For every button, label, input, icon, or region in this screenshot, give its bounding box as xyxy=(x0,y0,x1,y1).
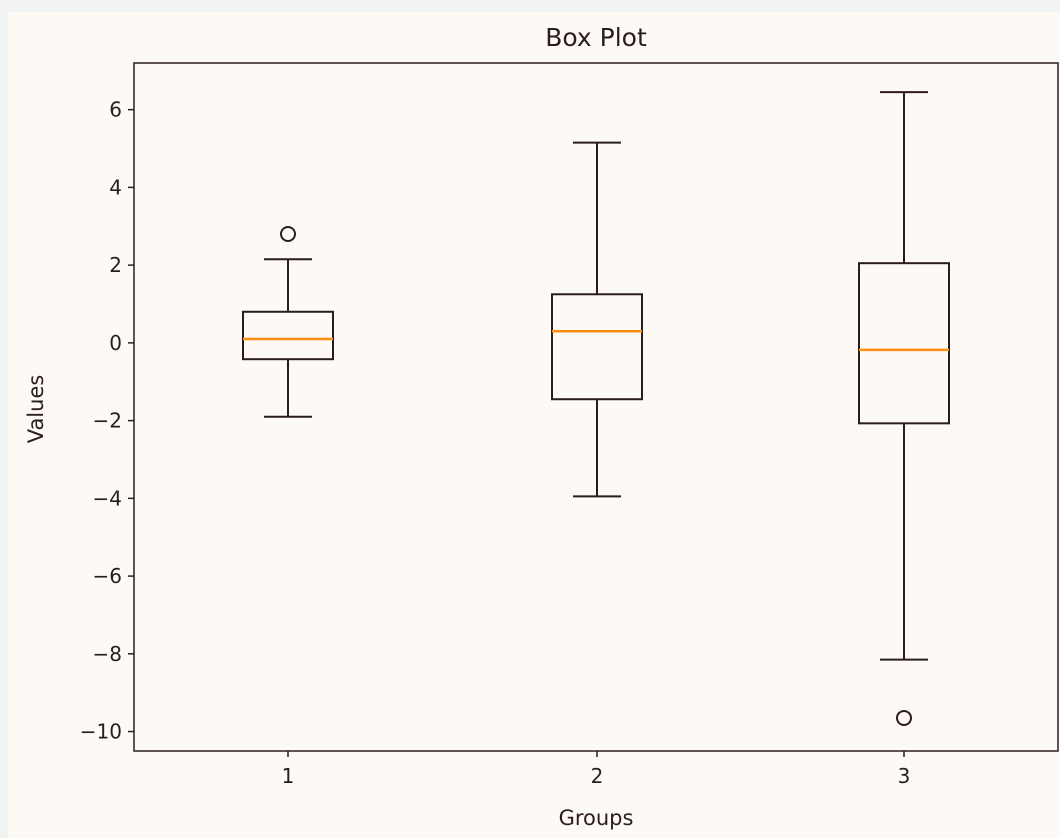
x-tick-label: 2 xyxy=(591,764,604,788)
y-tick-label: −2 xyxy=(93,409,122,433)
y-tick-label: 0 xyxy=(109,331,122,355)
y-axis-label: Values xyxy=(24,375,48,444)
box-body xyxy=(242,310,334,361)
outlier-point xyxy=(280,226,296,243)
box-body xyxy=(858,262,950,425)
y-tick-label: −10 xyxy=(80,720,122,744)
x-tick-label: 3 xyxy=(898,764,911,788)
plot-frame xyxy=(133,62,1059,752)
box-body xyxy=(551,293,643,401)
outlier-point xyxy=(896,709,912,726)
y-tick-label: 6 xyxy=(109,98,122,122)
y-tick-label: −6 xyxy=(93,564,122,588)
x-tick-label: 1 xyxy=(282,764,295,788)
y-tick-label: −8 xyxy=(93,642,122,666)
chart-title: Box Plot xyxy=(545,23,647,52)
y-tick-label: −4 xyxy=(93,486,122,510)
y-tick-label: 2 xyxy=(109,253,122,277)
figure-background xyxy=(8,12,1060,838)
y-tick-label: 4 xyxy=(109,175,122,199)
x-axis-label: Groups xyxy=(559,806,634,830)
